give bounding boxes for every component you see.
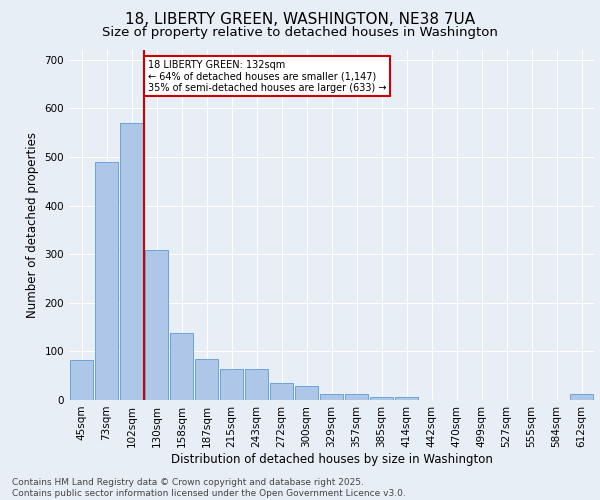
Bar — [120, 123, 143, 400]
Bar — [95, 162, 118, 400]
Bar — [570, 394, 593, 400]
Bar — [145, 250, 168, 400]
Text: Size of property relative to detached houses in Washington: Size of property relative to detached ho… — [102, 26, 498, 39]
Y-axis label: Number of detached properties: Number of detached properties — [26, 132, 39, 318]
Text: 18, LIBERTY GREEN, WASHINGTON, NE38 7UA: 18, LIBERTY GREEN, WASHINGTON, NE38 7UA — [125, 12, 475, 27]
Bar — [220, 370, 243, 400]
Text: 18 LIBERTY GREEN: 132sqm
← 64% of detached houses are smaller (1,147)
35% of sem: 18 LIBERTY GREEN: 132sqm ← 64% of detach… — [148, 60, 386, 93]
Bar — [270, 383, 293, 400]
Bar — [195, 358, 218, 400]
Bar — [370, 397, 393, 400]
Bar — [170, 334, 193, 400]
Bar — [395, 397, 418, 400]
Text: Contains HM Land Registry data © Crown copyright and database right 2025.
Contai: Contains HM Land Registry data © Crown c… — [12, 478, 406, 498]
Bar — [320, 394, 343, 400]
Bar — [295, 386, 318, 400]
X-axis label: Distribution of detached houses by size in Washington: Distribution of detached houses by size … — [170, 452, 493, 466]
Bar — [245, 370, 268, 400]
Bar — [345, 394, 368, 400]
Bar — [70, 360, 93, 400]
